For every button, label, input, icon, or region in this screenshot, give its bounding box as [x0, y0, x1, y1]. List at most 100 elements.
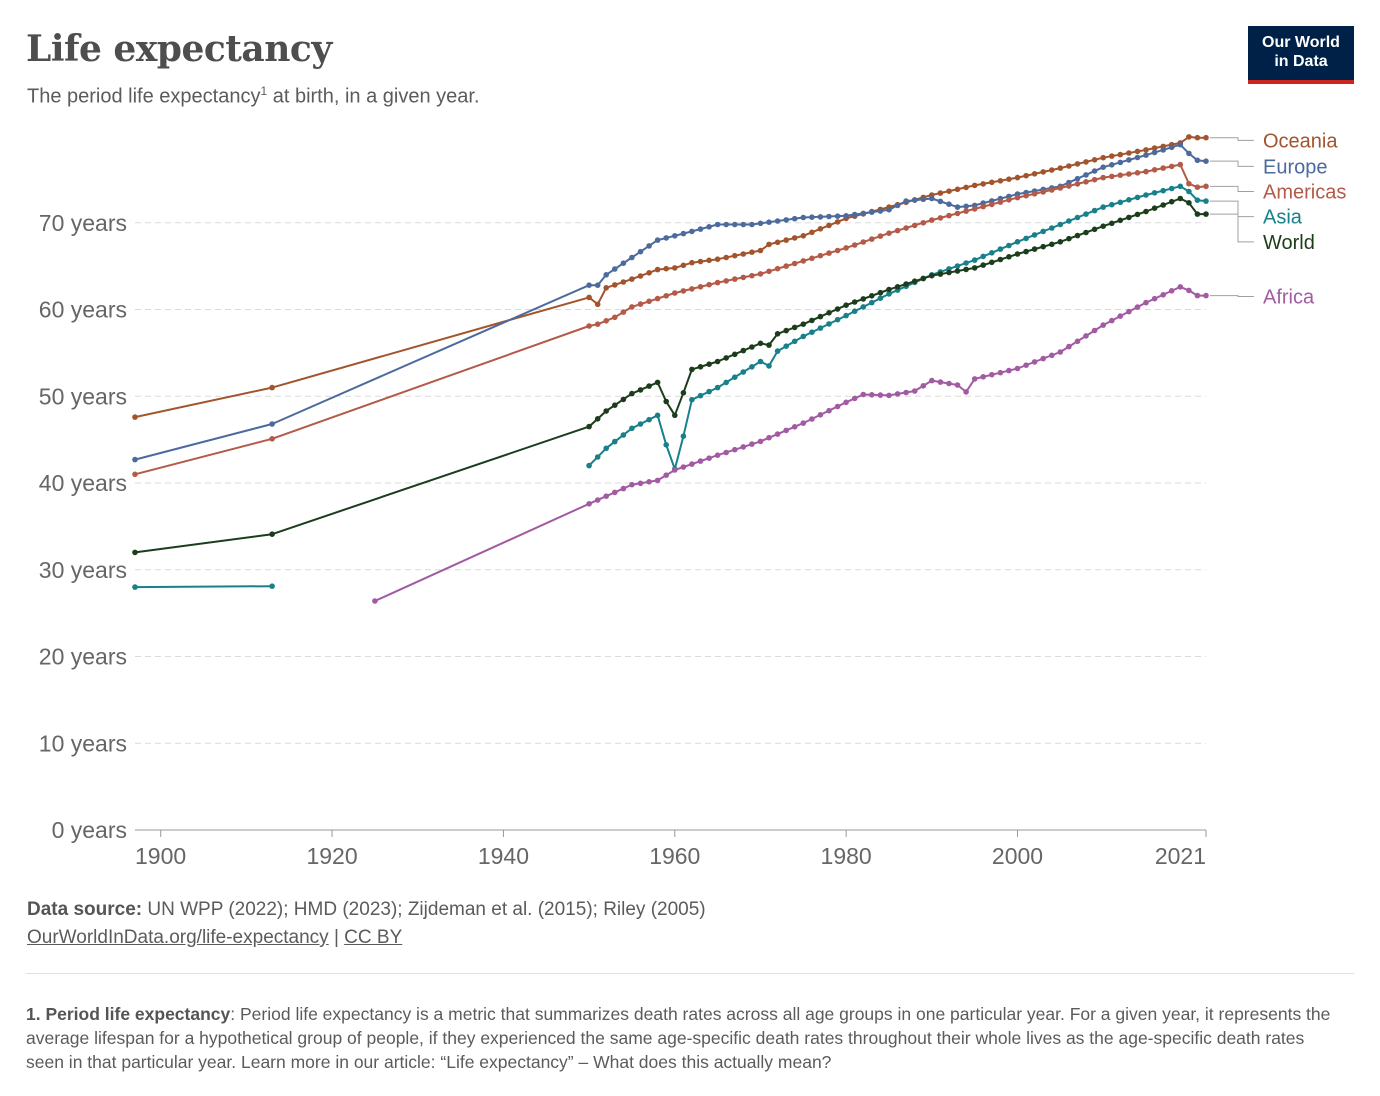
- data-point: [860, 296, 867, 302]
- data-point: [603, 445, 609, 452]
- series-americas[interactable]: [132, 161, 1209, 478]
- data-point: [886, 230, 892, 236]
- data-point: [646, 270, 652, 276]
- data-point: [894, 227, 901, 234]
- data-point: [1031, 359, 1038, 365]
- data-point: [834, 316, 841, 323]
- series-world[interactable]: [132, 195, 1209, 556]
- data-point: [1134, 170, 1141, 176]
- series-label-world[interactable]: World: [1263, 232, 1315, 254]
- data-point: [1091, 327, 1098, 334]
- data-point: [1151, 295, 1158, 302]
- series-label-africa[interactable]: Africa: [1263, 286, 1315, 308]
- data-point: [1194, 134, 1201, 141]
- data-point: [663, 398, 669, 405]
- data-point: [886, 286, 892, 293]
- series-oceania[interactable]: [132, 134, 1209, 420]
- data-point: [594, 454, 601, 460]
- data-point: [697, 258, 704, 265]
- data-point: [851, 299, 858, 305]
- data-point: [637, 480, 644, 487]
- data-point: [637, 421, 644, 427]
- data-point: [1031, 171, 1038, 177]
- data-point: [954, 268, 961, 274]
- data-point: [903, 198, 909, 204]
- data-point: [620, 260, 627, 267]
- data-point: [714, 384, 721, 391]
- data-point: [834, 213, 841, 219]
- owid-logo[interactable]: Our World in Data: [1248, 26, 1354, 84]
- x-tick-label: 1940: [478, 843, 529, 869]
- license-link[interactable]: CC BY: [344, 927, 403, 948]
- series-label-americas[interactable]: Americas: [1263, 182, 1346, 204]
- source-link[interactable]: OurWorldInData.org/life-expectancy: [27, 927, 329, 948]
- y-tick-label: 20 years: [39, 644, 127, 670]
- data-point: [723, 379, 729, 386]
- data-point: [1160, 147, 1166, 153]
- data-point: [1194, 184, 1201, 190]
- data-point: [783, 263, 789, 269]
- data-point: [963, 184, 969, 191]
- data-point: [1177, 183, 1184, 190]
- data-point: [740, 369, 747, 375]
- y-tick-label: 70 years: [39, 210, 127, 236]
- data-point: [1143, 299, 1149, 306]
- footnote-marker[interactable]: 1: [260, 84, 268, 98]
- data-point: [766, 241, 772, 248]
- data-point: [963, 203, 969, 210]
- line-chart: 0 years 10 years 20 years 30 years 40 years 5…: [39, 130, 1347, 869]
- data-point: [680, 230, 687, 237]
- data-point: [1109, 317, 1115, 324]
- data-point: [783, 427, 789, 434]
- data-point: [646, 298, 652, 305]
- data-point: [689, 228, 695, 235]
- data-point: [612, 438, 618, 445]
- data-point: [672, 233, 678, 239]
- data-point: [680, 464, 687, 470]
- data-point: [877, 392, 884, 398]
- data-point: [1049, 352, 1055, 359]
- data-point: [732, 446, 738, 453]
- data-point: [911, 197, 918, 203]
- data-point: [903, 389, 909, 396]
- series-label-europe[interactable]: Europe: [1263, 156, 1328, 178]
- data-point: [132, 456, 138, 463]
- footnote-label: 1. Period life expectancy: [26, 1004, 231, 1024]
- data-point: [1143, 147, 1149, 153]
- data-point: [920, 383, 927, 389]
- data-point: [869, 299, 875, 306]
- data-point: [1126, 150, 1132, 156]
- data-point: [1186, 134, 1192, 140]
- data-point: [1023, 248, 1029, 255]
- data-point: [1168, 144, 1175, 151]
- data-point: [1143, 168, 1149, 175]
- data-point: [732, 221, 738, 228]
- series-label-oceania[interactable]: Oceania: [1263, 130, 1338, 152]
- data-point: [1194, 157, 1201, 164]
- series-line: [134, 197, 1206, 554]
- data-point: [629, 390, 635, 397]
- data-point: [723, 355, 729, 361]
- data-point: [903, 225, 909, 231]
- data-point: [749, 344, 755, 350]
- series-africa[interactable]: [372, 284, 1209, 604]
- series-label-asia[interactable]: Asia: [1263, 207, 1303, 229]
- data-point: [886, 291, 892, 297]
- data-point: [706, 361, 712, 368]
- y-tick-label: 30 years: [39, 557, 127, 583]
- data-point: [1160, 202, 1166, 208]
- data-point: [911, 388, 918, 394]
- data-point: [971, 257, 978, 263]
- data-point: [783, 343, 789, 350]
- data-point: [791, 235, 798, 241]
- data-point: [1014, 194, 1021, 201]
- data-point: [629, 425, 635, 432]
- data-point: [766, 363, 772, 369]
- data-point: [620, 485, 627, 492]
- data-point: [877, 208, 884, 214]
- data-point: [629, 304, 635, 310]
- data-point: [809, 229, 815, 236]
- data-point: [706, 455, 712, 462]
- data-point: [749, 221, 755, 228]
- series-asia[interactable]: [132, 183, 1209, 590]
